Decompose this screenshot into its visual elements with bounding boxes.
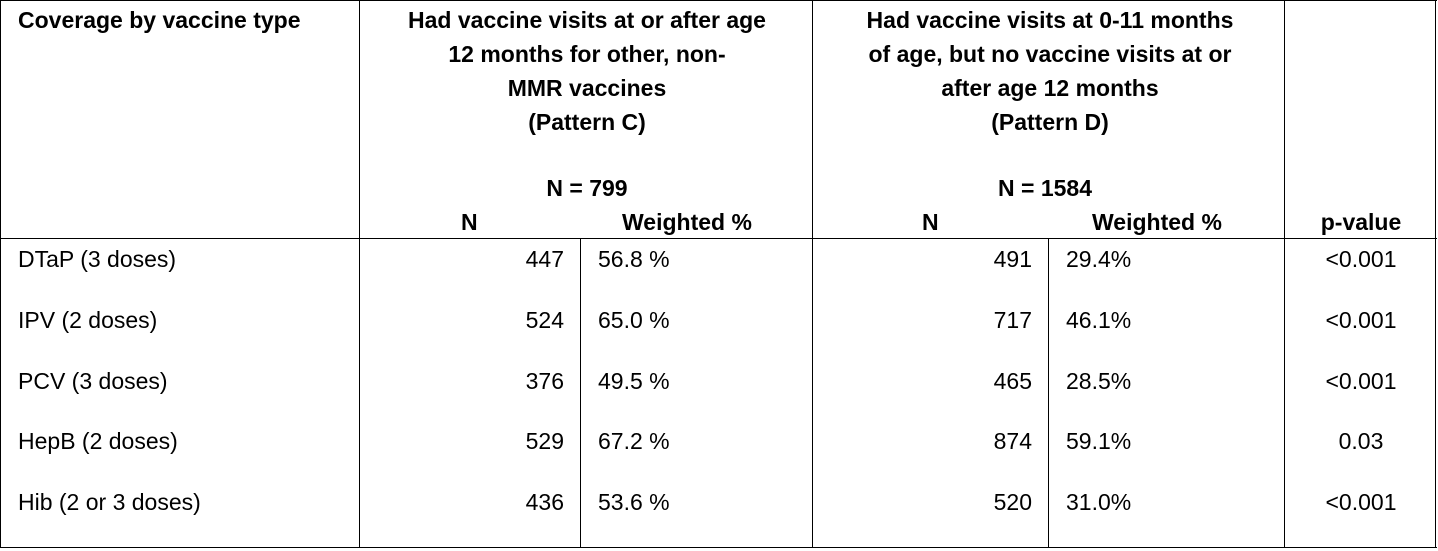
header-pattern-d-line-3: after age 12 months	[941, 75, 1159, 101]
pattern-c-weighted-pct-value: 67.2 %	[598, 428, 670, 454]
header-pattern-c-line-1: Had vaccine visits at or after age	[408, 7, 766, 33]
rule-after-label-col	[359, 0, 360, 548]
header-pattern-c-line-4: (Pattern C)	[528, 109, 646, 135]
p-value-cell: <0.001	[1325, 246, 1397, 272]
pattern-d-n-value: 465	[993, 368, 1032, 394]
row-label: DTaP (3 doses)	[18, 246, 177, 272]
rule-after-pattern-c	[812, 0, 813, 548]
pattern-c-n-value: 376	[525, 368, 564, 394]
row-label: HepB (2 doses)	[18, 428, 178, 454]
header-pattern-c-line-2: 12 months for other, non-	[448, 41, 726, 67]
rule-c-inner	[580, 239, 581, 548]
header-pattern-c-line-3: MMR vaccines	[507, 75, 667, 101]
rule-after-pattern-d	[1284, 0, 1285, 548]
header-pattern-d-weighted-pct: Weighted %	[1092, 209, 1222, 235]
header-pattern-d-line-4: (Pattern D)	[991, 109, 1109, 135]
rule-header-bottom	[0, 238, 1437, 239]
pattern-d-n-value: 874	[993, 428, 1032, 454]
pattern-c-n-value: 436	[525, 489, 564, 515]
header-pattern-c-n-total: N = 799	[546, 175, 628, 201]
pattern-c-n-value: 524	[525, 307, 564, 333]
p-value-cell: <0.001	[1325, 307, 1397, 333]
row-label: Hib (2 or 3 doses)	[18, 489, 201, 515]
rule-bottom	[0, 547, 1437, 548]
header-pattern-c-weighted-pct: Weighted %	[622, 209, 752, 235]
row-label: IPV (2 doses)	[18, 307, 158, 333]
pattern-c-weighted-pct-value: 65.0 %	[598, 307, 670, 333]
header-coverage-by-vaccine-type: Coverage by vaccine type	[18, 7, 301, 33]
pattern-c-weighted-pct-value: 49.5 %	[598, 368, 670, 394]
rule-top	[0, 0, 1437, 1]
header-pattern-d-n-total: N = 1584	[998, 175, 1092, 201]
header-pattern-c-n: N	[461, 209, 478, 235]
rule-left	[0, 0, 1, 548]
header-pattern-d-line-1: Had vaccine visits at 0-11 months	[866, 7, 1234, 33]
header-p-value: p-value	[1320, 209, 1402, 235]
p-value-cell: 0.03	[1338, 428, 1384, 454]
header-pattern-d-line-2: of age, but no vaccine visits at or	[868, 41, 1232, 67]
pattern-d-weighted-pct-value: 59.1%	[1066, 428, 1132, 454]
header-pattern-d-n: N	[922, 209, 939, 235]
pattern-c-n-value: 447	[525, 246, 564, 272]
pattern-d-weighted-pct-value: 31.0%	[1066, 489, 1132, 515]
pattern-d-n-value: 520	[993, 489, 1032, 515]
header-pattern-c-title: Had vaccine visits at or after age 12 mo…	[362, 3, 812, 139]
header-pattern-d-title: Had vaccine visits at 0-11 months of age…	[815, 3, 1285, 139]
pattern-d-n-value: 491	[993, 246, 1032, 272]
pattern-c-weighted-pct-value: 56.8 %	[598, 246, 670, 272]
pattern-d-weighted-pct-value: 28.5%	[1066, 368, 1132, 394]
p-value-cell: <0.001	[1325, 489, 1397, 515]
rule-d-inner	[1048, 239, 1049, 548]
pattern-d-weighted-pct-value: 29.4%	[1066, 246, 1132, 272]
pattern-c-weighted-pct-value: 53.6 %	[598, 489, 670, 515]
row-label: PCV (3 doses)	[18, 368, 168, 394]
p-value-cell: <0.001	[1325, 368, 1397, 394]
pattern-d-weighted-pct-value: 46.1%	[1066, 307, 1132, 333]
rule-right	[1435, 0, 1436, 548]
pattern-c-n-value: 529	[525, 428, 564, 454]
pattern-d-n-value: 717	[993, 307, 1032, 333]
